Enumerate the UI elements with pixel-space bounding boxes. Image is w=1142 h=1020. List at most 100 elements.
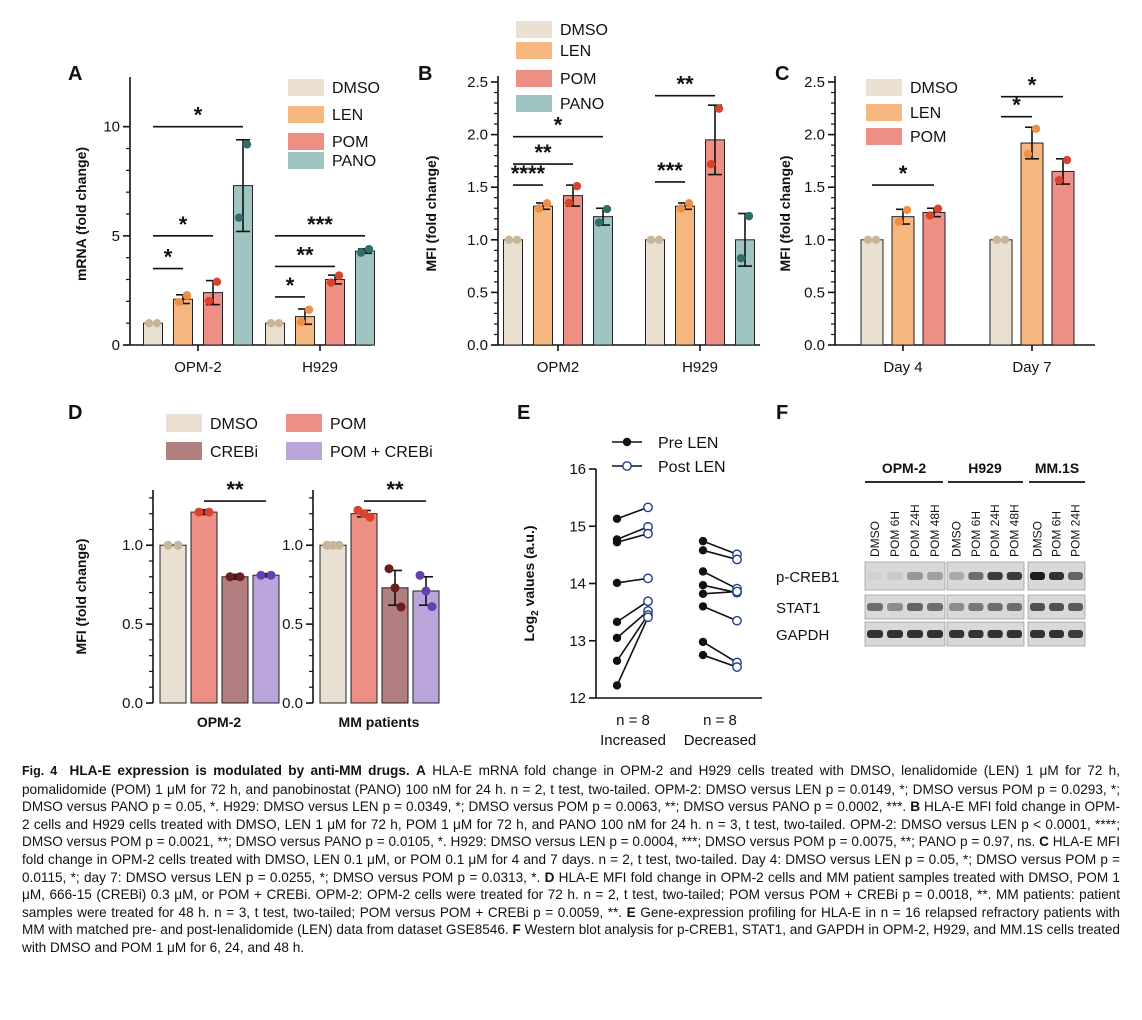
bar-dmso [159,544,187,704]
blot-band [987,603,1003,611]
bar-crebi [221,576,249,704]
x-category-label: Day 7 [1012,359,1051,376]
x-category-label: Day 4 [883,359,922,376]
data-point [334,271,344,280]
pair-line [616,616,649,686]
data-point [204,507,214,517]
y-tick-label: 1.5 [467,179,488,196]
y-tick-label: 1.0 [282,537,303,554]
data-point [234,213,244,222]
data-point [364,244,374,254]
y-tick-label: 2.5 [804,74,825,91]
data-point [174,298,184,307]
legend-swatch [286,414,322,432]
bar-dmso [265,322,285,346]
blot-band [927,630,943,638]
pair-line [702,570,738,590]
blot-row-label: STAT1 [776,600,820,617]
data-point [396,602,406,612]
pair-line [702,549,738,561]
pre-len-point [612,681,622,690]
y-tick-label: 2.0 [467,127,488,144]
data-point [933,204,943,213]
significance-label: *** [307,212,333,237]
legend-swatch [288,133,324,150]
bar-dmso [503,239,523,346]
caption-label-f: F [512,922,521,938]
y-tick-label: 16 [569,461,586,478]
significance-label: ** [296,242,314,267]
legend-swatch [288,152,324,169]
panel-B: B 0.0 0.5 1.0 1.5 2.0 2.5 MFI (fold change) OPM2… [418,21,760,376]
caption-figure-number: Fig. 4 [22,764,58,778]
pre-len-point [612,538,622,547]
y-tick-label: 14 [569,576,586,593]
panel-label-D: D [68,402,82,424]
pair-line [702,605,738,622]
blot-band [1049,603,1064,611]
figure-caption: Fig. 4 HLA-E expression is modulated by … [22,762,1120,957]
bar-pom [922,211,946,346]
legend-swatch [866,79,902,96]
data-point [1000,235,1010,244]
data-point [235,572,245,582]
significance-label: * [286,273,295,298]
pair-line [702,641,738,664]
blot-lane-label: POM 24H [908,504,922,557]
pair-line [616,506,649,520]
blot-group-label: OPM-2 [882,460,927,476]
pre-len-point [698,536,708,546]
y-tick-label: 10 [103,119,120,136]
blot-band [1049,572,1064,580]
data-point [173,540,183,550]
data-point [334,540,344,550]
legend-label: LEN [560,43,591,60]
blot-band [907,572,923,580]
blot-band [968,572,984,580]
significance-label: ** [534,140,552,165]
data-point [326,278,336,287]
blot-band [949,630,965,638]
legend-label: PANO [332,153,376,170]
legend-swatch [288,106,324,123]
blot-band [867,603,883,611]
blot-row-label: p-CREB1 [776,569,839,586]
y-tick-label: 5 [112,228,120,245]
panel-label-A: A [68,63,82,85]
blot-lane-label: DMSO [950,521,964,557]
data-point [1062,155,1072,165]
caption-text-f: Western blot analysis for p-CREB1, STAT1… [22,922,1120,955]
y-tick-label: 2.5 [467,74,488,91]
pair-line [616,600,649,623]
bar-dmso [143,322,163,346]
data-point [504,235,514,244]
bar-len [173,298,193,346]
data-point [902,205,912,215]
blot-band [987,630,1003,638]
legend-label: POM [330,416,366,433]
data-point [564,198,574,208]
data-point [415,570,425,580]
significance-label: * [1028,73,1037,98]
y-tick-label: 12 [569,690,586,707]
data-point [871,235,881,244]
data-point [602,204,612,214]
data-point [194,507,204,517]
data-point [1054,176,1064,185]
legend-swatch [166,442,202,460]
data-point [266,318,276,328]
legend-marker [622,461,632,471]
pre-len-point [698,581,708,590]
bar-pom [1051,170,1075,346]
pair-line [616,532,649,544]
legend-label: PANO [560,96,604,113]
data-point [182,291,192,300]
bar-pano [593,216,613,346]
y-tick-label: 0.0 [282,695,303,712]
caption-text-b: HLA-E MFI fold change in OPM-2 cells and… [22,799,1120,850]
y-tick-label: 0.5 [804,284,825,301]
blot-band [1006,572,1022,580]
y-tick-label: 0.0 [122,695,143,712]
pre-len-point [698,602,708,611]
